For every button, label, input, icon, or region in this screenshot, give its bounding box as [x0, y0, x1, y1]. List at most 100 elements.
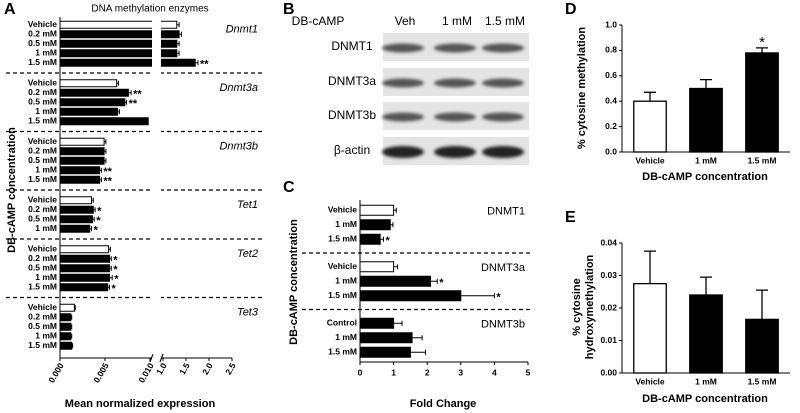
y-tick-label: Vehicle: [328, 261, 358, 271]
y-tick-label: 0.02: [600, 302, 617, 312]
bar: [633, 100, 667, 153]
error-bar: [108, 246, 111, 252]
x-tick-label: 1: [391, 367, 396, 377]
x-tick-label: 2.0: [200, 361, 215, 376]
bar: [59, 283, 109, 292]
bar: [359, 290, 462, 302]
significance-label: *: [94, 225, 99, 237]
significance-label: **: [200, 59, 209, 71]
x-tick-label: 0.005: [91, 361, 110, 385]
y-tick-label: 1.5 mM: [28, 282, 57, 292]
bar: [59, 156, 105, 165]
y-tick-label: 1.5 mM: [28, 57, 57, 67]
y-tick-label: 0.01: [600, 335, 617, 345]
significance-label: **: [133, 89, 142, 101]
blot-band: [382, 112, 424, 122]
blot-band: [482, 146, 524, 158]
y-tick-label: 0.5 mM: [28, 263, 57, 273]
blot-band: [434, 78, 476, 88]
error-bar: [430, 278, 438, 284]
blot-band: [482, 78, 524, 88]
error-bar: [176, 50, 180, 56]
y-tick-label: 1.5 mM: [28, 174, 57, 184]
x-tick-label: 0.010: [136, 361, 155, 385]
x-axis-label: Mean normalized expression: [65, 398, 216, 410]
y-tick-label: 0.2 mM: [28, 204, 57, 214]
y-tick-label: 1 mM: [335, 219, 357, 229]
significance-label: **: [129, 98, 138, 110]
blot-treatment: DB-cAMP: [292, 14, 345, 28]
group-label: Tet2: [237, 248, 258, 260]
bar: [59, 322, 72, 331]
panel-letter: A: [4, 1, 16, 18]
x-tick-label: 3: [458, 367, 463, 377]
error-bar: [104, 148, 107, 154]
group-label: DNMT3a: [481, 262, 526, 274]
error-bar: [644, 91, 656, 102]
bar: [359, 204, 395, 216]
x-tick-label: 1 mM: [695, 155, 717, 165]
y-axis-label: DB-cAMP concentration: [288, 219, 300, 345]
y-tick-label: 0.5 mM: [28, 155, 57, 165]
error-bar: [176, 22, 180, 28]
bar: [59, 88, 129, 97]
error-bar: [176, 41, 180, 47]
axis-break: [149, 353, 164, 363]
group-label: Tet1: [237, 199, 258, 211]
y-tick-label: 0.2 mM: [28, 29, 57, 39]
blot-band: [382, 146, 424, 158]
lane-label: Veh: [395, 14, 416, 28]
axis-break-gap: [152, 16, 161, 357]
bar: [633, 282, 667, 374]
lane-label: 1 mM: [442, 14, 472, 28]
bar: [59, 147, 105, 156]
error-bar: [393, 320, 403, 326]
y-tick-label: 0.2 mM: [28, 312, 57, 322]
y-tick-label: 1 mM: [35, 331, 57, 341]
bar: [59, 254, 110, 263]
significance-label: **: [119, 117, 128, 129]
bar: [745, 52, 779, 153]
lane-label: 1.5 mM: [485, 14, 525, 28]
bar: [59, 341, 73, 350]
x-tick-label: 1.0: [154, 361, 169, 376]
y-axis-label: hydroxymethylation: [584, 254, 596, 359]
group-label: Dnmt1: [226, 23, 258, 35]
group-label: Dnmt3b: [219, 140, 258, 152]
y-tick-label: 1 mM: [335, 276, 357, 286]
bar: [59, 264, 110, 273]
y-tick-label: 0.2 mM: [28, 146, 57, 156]
bar: [59, 273, 110, 282]
bar: [59, 205, 94, 214]
error-bar: [104, 158, 107, 164]
y-tick-label: 0.2 mM: [28, 253, 57, 263]
y-tick-label: 1 mM: [35, 165, 57, 175]
significance-label: **: [103, 176, 112, 188]
error-bar: [71, 343, 74, 349]
x-tick-label: 1.5 mM: [748, 376, 777, 386]
x-tick-label: 2: [425, 367, 430, 377]
error-bar: [393, 207, 397, 213]
y-tick-label: 0.2: [605, 121, 617, 131]
y-tick-label: 0.5 mM: [28, 38, 57, 48]
blot-band: [482, 43, 524, 53]
y-tick-label: 0.8: [605, 45, 617, 55]
bar: [59, 245, 110, 254]
error-bar: [70, 333, 73, 339]
error-bar: [91, 197, 94, 203]
significance-label: *: [496, 292, 501, 304]
error-bar: [74, 305, 76, 311]
group-label: DNMT3b: [481, 319, 525, 331]
panel-letter: B: [283, 1, 295, 18]
error-bar: [412, 335, 423, 341]
blot-band: [382, 78, 424, 88]
bar: [745, 318, 779, 374]
blot-band: [382, 43, 424, 53]
significance-label: *: [113, 264, 118, 276]
error-bar: [124, 99, 128, 105]
bar: [59, 107, 119, 116]
bar: [359, 261, 395, 273]
x-tick-label: Vehicle: [635, 376, 665, 386]
blot-band: [434, 112, 476, 122]
y-tick-label: 1.5 mM: [328, 290, 357, 300]
